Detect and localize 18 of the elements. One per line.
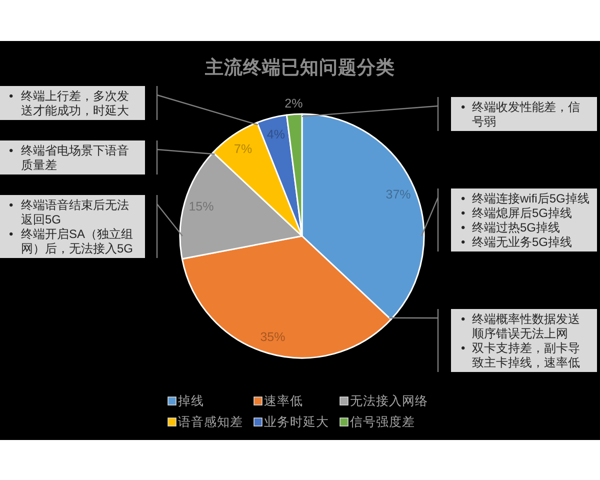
- legend-label: 速率低: [264, 393, 303, 408]
- data-label: 4%: [266, 127, 285, 142]
- data-label: 2%: [284, 96, 303, 110]
- text: • 终端收发性能差，信号弱: [461, 100, 580, 128]
- legend-label: 掉线: [178, 394, 204, 408]
- text: • 终端语音结束后无法返回5G • 终端开启SA（独立组网）后，无法接入5G: [9, 198, 134, 256]
- text: • 终端连接wifi后5G掉线 • 终端熄屏后5G掉线 • 终端过热5G掉线 • 终端无业务5G掉线: [461, 191, 590, 249]
- data-label: 35%: [260, 330, 286, 344]
- legend-label: 信号强度差: [350, 414, 415, 429]
- text: • 终端省电场景下语音质量差: [9, 143, 129, 172]
- legend-label: 业务时延大: [264, 415, 329, 429]
- chart-title: 主流终端已知问题分类: [204, 56, 395, 78]
- text: • 终端上行差，多次发送才能成功，时延大: [9, 88, 129, 118]
- legend-label: 无法接入网络: [350, 394, 428, 408]
- legend-label: 语音感知差: [178, 415, 243, 429]
- text: • 终端概率性数据发送顺序错误无法上网 • 双卡支持差，副卡导致主卡掉线，速率低: [461, 312, 580, 370]
- data-label: 7%: [234, 142, 252, 156]
- data-label: 37%: [386, 187, 411, 202]
